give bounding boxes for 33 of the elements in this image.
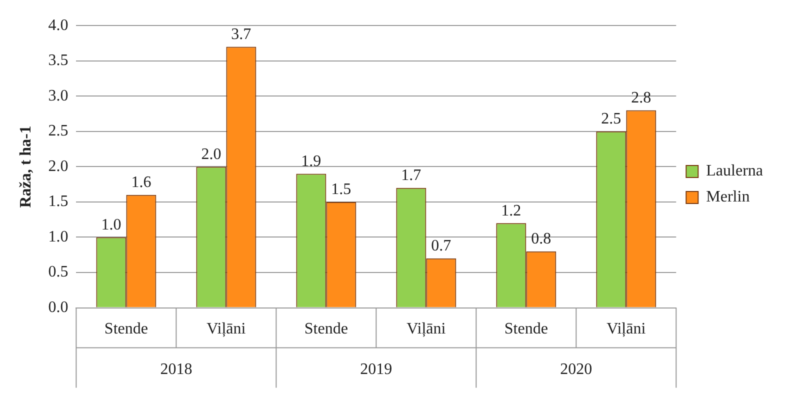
- x-tick-label: Stende: [104, 320, 148, 338]
- data-label: 2.8: [631, 89, 652, 106]
- data-label: 1.5: [331, 181, 352, 198]
- x-tick-label: Stende: [504, 320, 548, 338]
- data-label: 1.0: [101, 216, 122, 234]
- y-tick-label: 0.0: [48, 299, 68, 316]
- y-tick-label: 2.0: [48, 158, 68, 175]
- y-tick-label: 3.5: [48, 52, 68, 70]
- data-label: 0.8: [531, 230, 552, 248]
- text: 2018: [160, 361, 192, 378]
- y-tick-label: 1.0: [48, 228, 68, 246]
- y-tick-label: 4.0: [48, 16, 68, 34]
- y-tick-label: 1.5: [48, 193, 68, 210]
- y-tick-label: 0.5: [48, 264, 68, 281]
- y-tick-label: 2.5: [48, 122, 68, 140]
- x-tick-label: Stende: [304, 320, 348, 338]
- data-label: 1.2: [501, 202, 522, 220]
- data-label: 1.7: [401, 167, 422, 184]
- data-label: 0.7: [431, 238, 452, 255]
- data-label: 1.9: [301, 152, 322, 170]
- text: 2019: [360, 361, 392, 378]
- data-label: 3.7: [231, 26, 252, 43]
- legend-label: Laulerna: [706, 162, 764, 180]
- data-label: 2.0: [201, 146, 222, 163]
- legend-label: Merlin: [706, 188, 750, 206]
- y-tick-label: 3.0: [48, 87, 68, 104]
- y-axis-title: Raža, t ha-1: [18, 126, 35, 208]
- x-tick-label: Viļāni: [406, 320, 446, 338]
- x-tick-label: Viļāni: [606, 320, 646, 338]
- text: 2020: [560, 361, 592, 378]
- x-tick-label: Viļāni: [206, 320, 246, 338]
- data-label: 1.6: [131, 174, 152, 192]
- data-label: 2.5: [601, 110, 622, 128]
